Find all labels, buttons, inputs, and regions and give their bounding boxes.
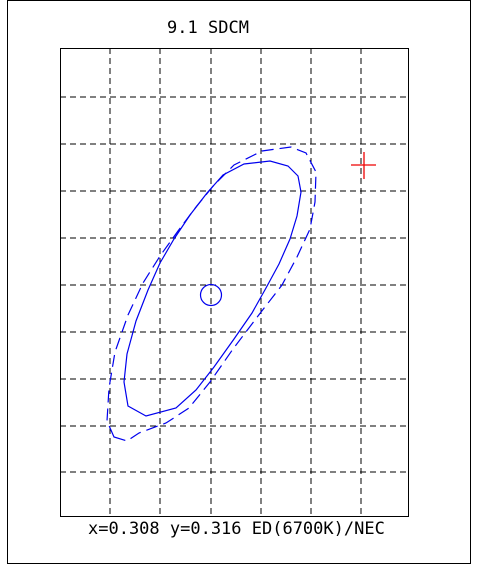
grid-lines	[60, 48, 408, 516]
target-cross-marker	[351, 152, 376, 179]
center-point-marker	[199, 283, 223, 307]
plot-area-frame	[60, 48, 409, 517]
chart-title: 9.1 SDCM	[167, 18, 249, 38]
outer-frame	[7, 0, 471, 564]
chart-caption: x=0.308 y=0.316 ED(6700K)/NEC	[88, 519, 385, 539]
inner-ellipse-solid	[123, 160, 302, 417]
tolerance-ellipse-dashed	[106, 146, 317, 442]
